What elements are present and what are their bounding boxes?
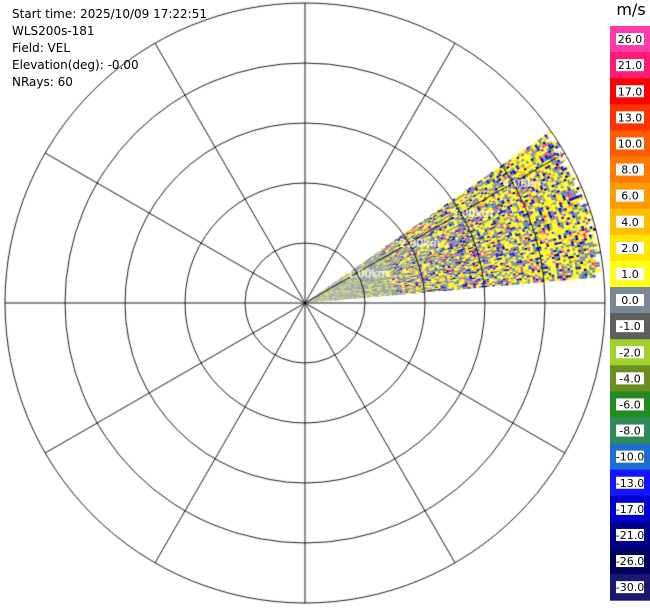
instrument-label: WLS200s-181 bbox=[12, 24, 95, 38]
nrays-label: NRays: 60 bbox=[12, 75, 73, 89]
elevation-label: Elevation(deg): -0.00 bbox=[12, 58, 139, 72]
colorbar-unit: m/s bbox=[616, 0, 646, 19]
start-time-label: Start time: 2025/10/09 17:22:51 bbox=[12, 7, 207, 21]
scan-info-panel: Start time: 2025/10/09 17:22:51 WLS200s-… bbox=[12, 6, 207, 91]
field-label: Field: VEL bbox=[12, 41, 71, 55]
